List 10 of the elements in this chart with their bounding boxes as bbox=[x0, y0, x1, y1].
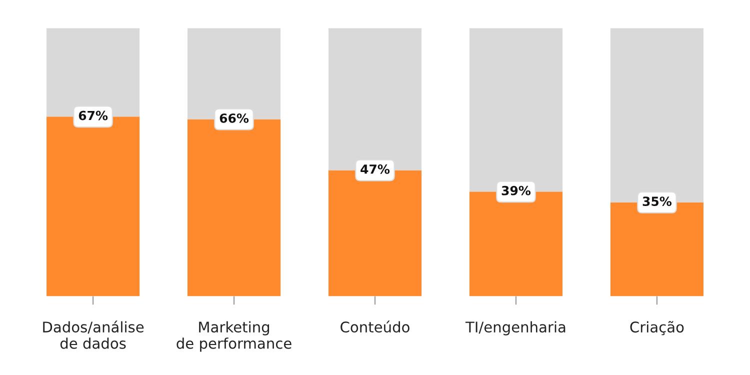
data-label: 39% bbox=[502, 186, 531, 196]
x-tick-label: TI/engenharia bbox=[465, 321, 566, 336]
x-tick-label: Conteúdo bbox=[340, 320, 410, 333]
data-label: 47% bbox=[360, 164, 390, 174]
x-tick-label: Marketing de performance bbox=[176, 321, 292, 352]
x-tick-label: Dados/análise de dados bbox=[43, 320, 144, 349]
data-label: 67% bbox=[78, 110, 108, 120]
data-label: 35% bbox=[642, 196, 672, 206]
x-tick-label: Criação bbox=[630, 321, 684, 336]
data-label: 66% bbox=[220, 113, 249, 123]
